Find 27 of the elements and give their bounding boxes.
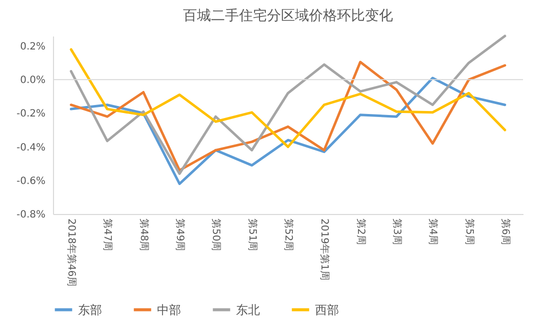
y-tick-label: -0.8% (16, 210, 46, 220)
line-series (70, 48, 506, 148)
legend-label: 中部 (157, 302, 181, 317)
y-tick-label: -0.2% (16, 108, 46, 120)
legend-label: 东部 (78, 302, 102, 317)
x-tick-label: 第4周 (427, 218, 440, 245)
line-series (70, 60, 506, 172)
x-tick-label: 第47周 (102, 218, 114, 252)
x-tick-label: 第52周 (282, 218, 294, 252)
x-tick-label: 第48周 (138, 218, 150, 252)
y-tick-label: 0.2% (20, 42, 46, 53)
chart-title: 百城二手住宅分区域价格环比变化 (183, 8, 393, 24)
x-tick-label: 第3周 (390, 218, 403, 245)
y-tick-label: -0.4% (16, 142, 46, 154)
x-tick-label: 第49周 (174, 218, 186, 252)
x-tick-label: 第2周 (354, 218, 367, 245)
x-tick-label: 第50周 (210, 218, 222, 252)
x-tick-label: 第51周 (246, 218, 258, 252)
x-tick-label: 第6周 (499, 218, 512, 245)
x-tick-label: 2019年第1周 (318, 218, 331, 280)
legend-label: 西部 (315, 302, 339, 317)
line-series (70, 34, 506, 175)
legend-label: 东北 (236, 302, 260, 317)
y-tick-label: -0.6% (16, 176, 46, 187)
y-tick-label: 0.0% (20, 75, 46, 86)
x-tick-label: 第5周 (463, 218, 476, 245)
x-tick-label: 2018年第46周 (66, 218, 78, 287)
